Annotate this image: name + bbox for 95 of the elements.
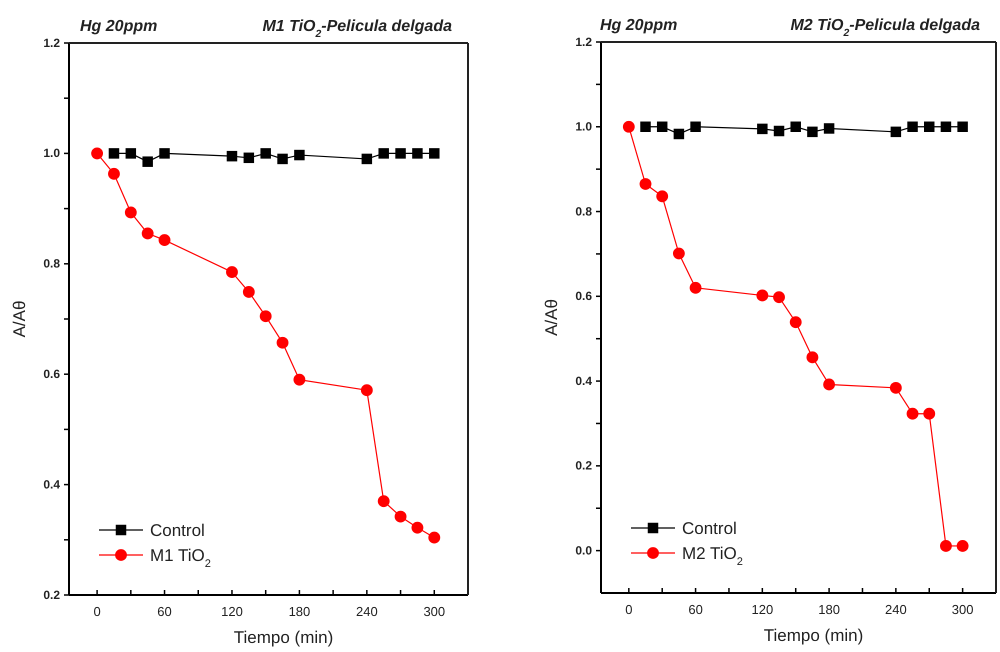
point — [756, 290, 768, 302]
point — [260, 148, 271, 159]
x-tick-label: 180 — [818, 602, 840, 618]
point — [656, 122, 668, 132]
point — [293, 374, 306, 386]
x-tick-label: 60 — [157, 604, 172, 620]
point — [378, 495, 390, 508]
point — [622, 120, 635, 133]
point — [428, 532, 440, 544]
y-tick-label: 1.0 — [575, 120, 592, 134]
chart-title: Hg 20ppm — [600, 17, 678, 34]
x-tick-label: 240 — [356, 604, 378, 620]
y-tick-label: 0.4 — [43, 477, 60, 492]
legend-label: M2 TiO$_{2}$ — [682, 544, 743, 568]
point — [924, 122, 934, 132]
x-tick-label: 0 — [625, 602, 632, 618]
x-tick-label: 180 — [288, 604, 310, 620]
point — [940, 540, 952, 552]
point — [690, 122, 701, 132]
legend-label: M1 TiO$_{2}$ — [150, 546, 211, 570]
point — [362, 154, 372, 164]
y-tick-label: 0.6 — [575, 289, 592, 304]
y-tick-label: 1.0 — [43, 146, 60, 160]
point — [412, 148, 423, 159]
x-axis-title: Tiempo (min) — [764, 626, 864, 645]
y-tick-label: 0.0 — [575, 543, 592, 558]
point — [244, 152, 254, 164]
point — [890, 382, 902, 394]
point — [394, 510, 406, 523]
point — [757, 124, 768, 134]
x-tick-label: 120 — [751, 602, 774, 618]
y-tick-label: 0.8 — [43, 256, 60, 271]
point — [640, 122, 651, 132]
point — [906, 408, 918, 420]
legend-label: Control — [682, 519, 737, 538]
point — [226, 150, 238, 162]
x-tick-label: 240 — [885, 602, 907, 618]
point — [690, 282, 702, 294]
point — [124, 206, 137, 218]
point — [956, 540, 969, 552]
y-tick-label: 0.6 — [43, 367, 60, 382]
y-tick-label: 0.4 — [575, 374, 592, 388]
y-axis-title: A/Aθ — [10, 300, 29, 338]
x-tick-label: 300 — [423, 604, 446, 620]
point — [378, 148, 389, 159]
point — [159, 148, 170, 159]
point — [923, 408, 936, 420]
point — [242, 286, 255, 298]
x-axis-title: Tiempo (min) — [234, 628, 334, 647]
point — [158, 234, 170, 246]
point — [674, 128, 684, 140]
x-tick-label: 60 — [688, 602, 703, 618]
point — [806, 351, 818, 364]
point — [824, 123, 834, 134]
point — [907, 122, 918, 132]
x-tick-label: 120 — [221, 604, 243, 620]
y-axis-title: A/Aθ — [542, 299, 561, 336]
point — [429, 148, 440, 159]
point — [823, 378, 836, 390]
point — [890, 126, 902, 138]
point — [126, 148, 136, 159]
point — [276, 336, 288, 349]
point — [108, 168, 120, 180]
y-tick-label: 0.2 — [43, 588, 60, 602]
point — [360, 384, 373, 396]
y-tick-label: 1.2 — [575, 34, 592, 49]
point — [957, 122, 968, 132]
point — [108, 148, 120, 159]
point — [774, 126, 784, 136]
point — [807, 126, 818, 138]
point — [640, 178, 652, 190]
point — [142, 156, 153, 167]
point — [773, 291, 785, 304]
point — [790, 122, 801, 132]
point — [395, 148, 406, 159]
chart-title: Hg 20ppm — [80, 18, 158, 35]
point — [226, 266, 238, 278]
point — [91, 147, 104, 160]
point — [672, 248, 685, 260]
point — [277, 154, 288, 164]
x-tick-label: 0 — [93, 604, 101, 620]
x-tick-label: 300 — [952, 602, 974, 618]
point — [790, 316, 802, 328]
chart-subtitle: M2 TiO$_{2}$-Pelicula delgada — [790, 17, 980, 38]
chart-subtitle: M1 TiO$_{2}$-Pelicula delgada — [262, 18, 452, 40]
point — [656, 190, 668, 202]
y-tick-label: 1.2 — [43, 36, 60, 50]
y-tick-label: 0.2 — [575, 458, 592, 473]
y-tick-label: 0.8 — [575, 204, 592, 218]
point — [294, 150, 305, 160]
point — [142, 228, 154, 240]
point — [260, 310, 272, 322]
legend-label: Control — [150, 521, 205, 540]
point — [940, 122, 952, 132]
point — [412, 522, 424, 534]
